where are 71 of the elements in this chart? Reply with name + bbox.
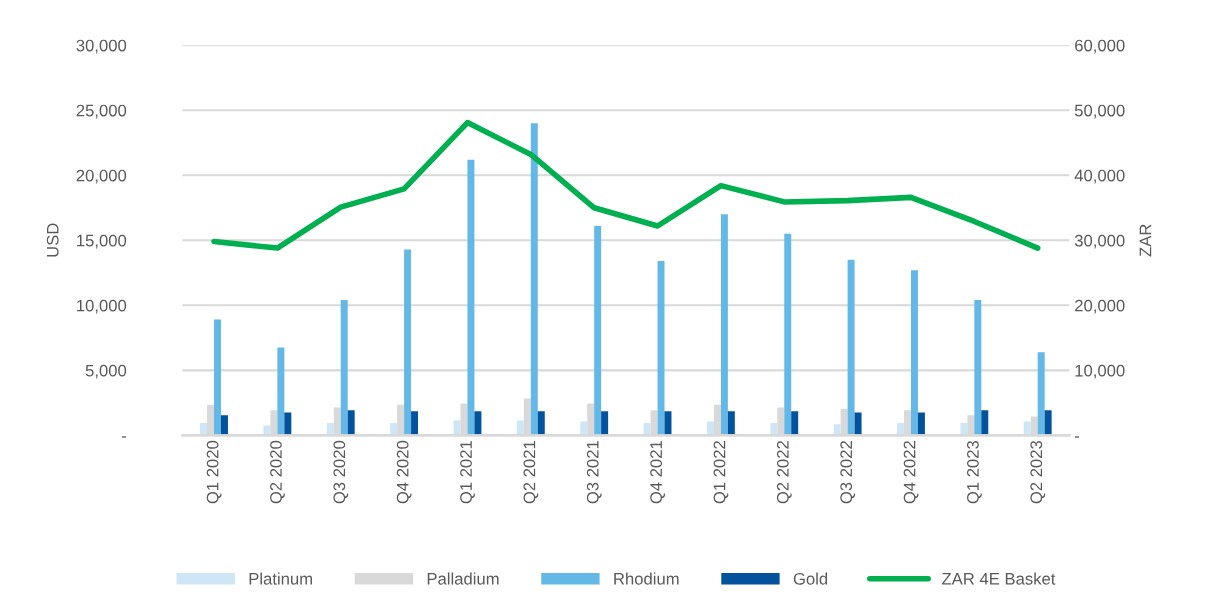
y-tick-label: 20,000 [76, 169, 127, 184]
bar [220, 415, 228, 436]
legend-label: ZAR 4E Basket [942, 572, 1056, 585]
y-tick-label: 25,000 [76, 104, 127, 119]
bar [340, 300, 348, 436]
bar [770, 423, 778, 436]
bar [347, 410, 355, 436]
bar [784, 233, 792, 436]
x-tick-label: Q3 2020 [333, 440, 349, 504]
bar [854, 412, 862, 436]
x-tick-label: Q2 2021 [523, 441, 539, 504]
y2-axis-title: ZAR [1139, 224, 1152, 257]
x-tick-label: Q2 2020 [270, 440, 285, 504]
bar [643, 423, 651, 436]
bar [833, 424, 841, 436]
y-tick-label: 15,000 [77, 234, 127, 249]
legend-label: Platinum [249, 572, 312, 585]
x-tick-label: Q4 2020 [396, 440, 412, 504]
legend-label: Gold [793, 572, 828, 585]
x-tick-label: Q2 2022 [776, 441, 792, 504]
bar [390, 423, 398, 436]
y-tick-label: - [121, 436, 127, 438]
bar [727, 411, 735, 436]
bar [467, 159, 475, 436]
legend-label: Palladium [427, 572, 499, 585]
y2-tick-label: 20,000 [1075, 299, 1125, 314]
x-tick-label: Q4 2022 [903, 441, 919, 504]
y2-tick-label: 60,000 [1075, 39, 1125, 54]
bar [200, 423, 208, 436]
bar [897, 423, 905, 436]
bar [791, 411, 799, 436]
bar [1044, 410, 1052, 436]
bar [960, 423, 968, 436]
bar [284, 412, 292, 436]
bar [601, 411, 609, 436]
y-tick-label: 30,000 [76, 39, 127, 54]
x-tick-label: Q1 2022 [713, 441, 729, 504]
bar [530, 123, 538, 436]
y-axis-title: USD [46, 223, 59, 257]
x-tick-label: Q3 2021 [586, 441, 602, 504]
bar [981, 410, 989, 436]
bar [594, 225, 602, 436]
y2-tick-label: 40,000 [1074, 169, 1125, 184]
x-tick-label: Q2 2023 [1030, 440, 1046, 504]
y2-tick-label: 10,000 [1075, 364, 1125, 379]
bar [277, 347, 285, 436]
bar [657, 261, 665, 436]
x-tick-label: Q1 2020 [206, 440, 222, 504]
x-tick-label: Q4 2021 [650, 441, 665, 504]
bar [326, 423, 334, 436]
y-tick-label: 5,000 [85, 364, 127, 379]
y2-tick-label: 50,000 [1074, 104, 1125, 119]
x-tick-label: Q1 2021 [460, 441, 475, 504]
x-tick-label: Q1 2023 [967, 440, 982, 504]
bar [537, 411, 545, 436]
legend-label: Rhodium [614, 572, 679, 585]
bar [411, 411, 419, 436]
x-tick-label: Q3 2022 [840, 441, 856, 504]
bar [1037, 352, 1045, 436]
bar [404, 249, 412, 436]
bar [516, 420, 524, 436]
bar [917, 412, 925, 436]
bar [214, 319, 221, 436]
bar [474, 411, 482, 436]
y2-tick-label: 30,000 [1074, 234, 1125, 249]
bar [847, 259, 855, 436]
bar [720, 214, 728, 436]
bar [910, 270, 918, 436]
y2-tick-label: - [1074, 436, 1080, 438]
bar [974, 300, 982, 436]
y-tick-label: 10,000 [77, 299, 127, 314]
